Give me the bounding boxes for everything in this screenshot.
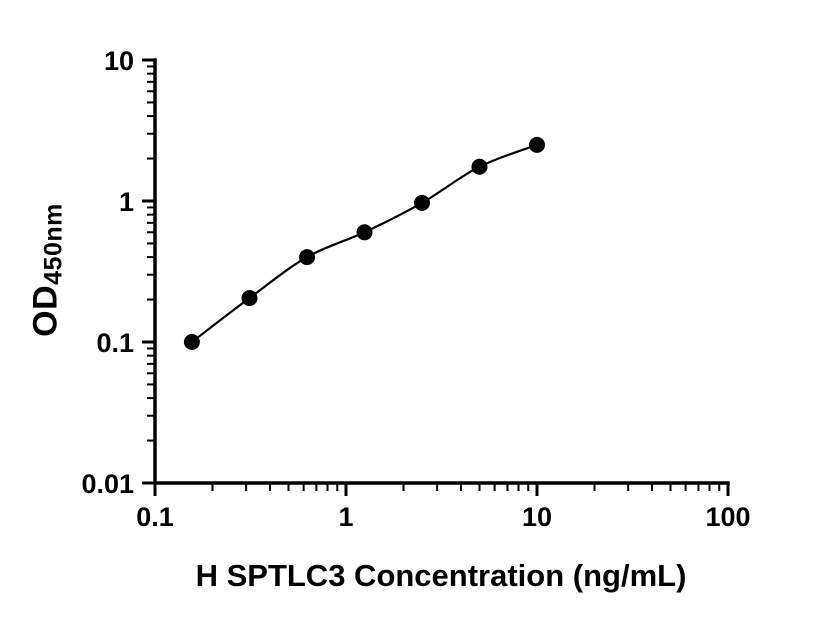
data-point: [471, 158, 488, 175]
y-tick-label: 0.1: [96, 328, 134, 358]
y-axis-title-main: OD: [26, 284, 65, 337]
x-axis-title: H SPTLC3 Concentration (ng/mL): [195, 558, 687, 593]
axes: [153, 58, 730, 485]
x-tick-label: 10: [522, 502, 552, 532]
data-point: [299, 249, 316, 266]
data-point: [529, 136, 545, 153]
y-axis-title-subscript: 450nm: [39, 203, 68, 285]
data-point: [414, 194, 431, 211]
y-tick-label: 0.01: [81, 469, 134, 499]
data-point: [356, 224, 373, 241]
fit-curve: [191, 143, 538, 343]
y-axis-title: OD450nm: [26, 203, 68, 337]
x-tick-label: 100: [705, 502, 750, 532]
data-point: [241, 290, 258, 307]
y-tick-label: 1: [119, 187, 134, 217]
x-tick-label: 0.1: [136, 502, 174, 532]
data-point: [183, 334, 200, 350]
x-tick-label: 1: [338, 502, 353, 532]
y-tick-label: 10: [104, 46, 134, 76]
